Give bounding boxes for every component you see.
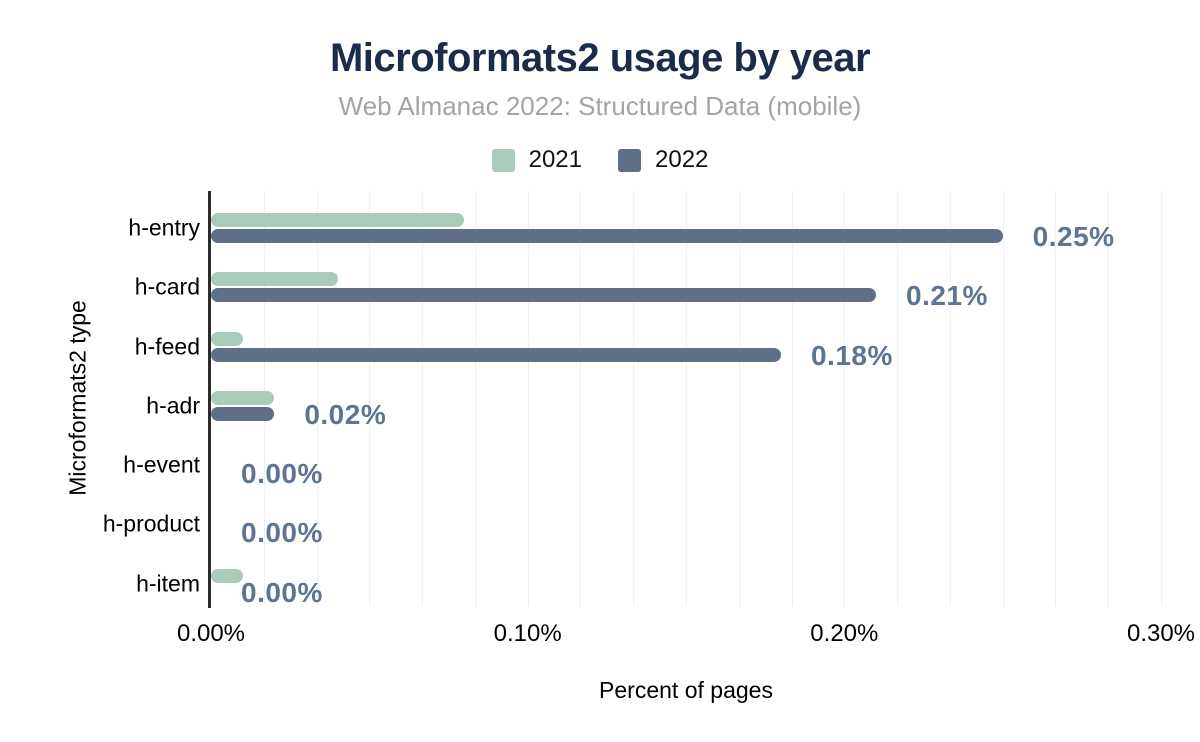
category-label-h-card: h-card bbox=[134, 273, 200, 300]
category-label-h-feed: h-feed bbox=[134, 333, 200, 360]
data-label-h-feed: 0.18% bbox=[811, 339, 893, 371]
gridline bbox=[1055, 191, 1057, 606]
gridline bbox=[738, 191, 740, 606]
data-label-h-card: 0.21% bbox=[906, 280, 988, 312]
gridline bbox=[844, 191, 846, 606]
bar-2022-h-card bbox=[211, 288, 876, 303]
gridline bbox=[897, 191, 899, 606]
legend-swatch-2021 bbox=[491, 148, 515, 172]
legend-label-2022: 2022 bbox=[655, 146, 709, 173]
data-label-h-product: 0.00% bbox=[241, 517, 323, 549]
bar-2021-h-card bbox=[211, 272, 338, 287]
chart-title: Microformats2 usage by year bbox=[329, 36, 871, 80]
bar-row-h-item: h-item 0.00% bbox=[136, 547, 1161, 608]
x-tick-0.10%: 0.10% bbox=[493, 620, 562, 647]
gridline bbox=[369, 191, 371, 606]
x-axis-title: Percent of pages bbox=[599, 677, 773, 703]
category-label-h-product: h-product bbox=[102, 510, 200, 537]
y-axis-line bbox=[208, 191, 211, 608]
bar-2021-h-adr bbox=[211, 390, 275, 405]
bar-2021-h-entry bbox=[211, 213, 465, 227]
y-axis-title: Microformats2 type bbox=[64, 300, 91, 496]
gridline bbox=[527, 191, 529, 606]
gridline bbox=[791, 191, 793, 606]
legend-swatch-2022 bbox=[618, 148, 641, 172]
bar-row-h-adr: h-adr 0.02% bbox=[146, 369, 1161, 430]
bar-row-h-event: h-event 0.00% bbox=[123, 428, 1161, 490]
bar-2021-h-feed bbox=[211, 331, 243, 346]
bar-2022-h-feed bbox=[211, 347, 781, 362]
x-tick-0.30%: 0.30% bbox=[1126, 620, 1196, 647]
gridline bbox=[474, 191, 476, 606]
category-label-h-item: h-item bbox=[136, 570, 200, 597]
category-label-h-adr: h-adr bbox=[146, 392, 200, 419]
bar-2022-h-adr bbox=[211, 406, 275, 421]
legend-item-2022: 2022 bbox=[618, 146, 708, 174]
data-label-h-adr: 0.02% bbox=[304, 398, 387, 430]
category-label-h-entry: h-entry bbox=[128, 214, 200, 241]
x-tick-0.00%: 0.00% bbox=[176, 620, 246, 647]
category-label-h-event: h-event bbox=[123, 451, 200, 478]
legend-label-2021: 2021 bbox=[528, 146, 582, 173]
data-label-h-item: 0.00% bbox=[241, 576, 323, 608]
x-tick-0.20%: 0.20% bbox=[810, 620, 879, 647]
gridline bbox=[1108, 191, 1110, 606]
legend: 2021 2022 bbox=[0, 146, 1200, 174]
bar-2022-h-entry bbox=[211, 229, 1003, 243]
gridline bbox=[422, 191, 424, 606]
gridline bbox=[316, 191, 318, 606]
gridline bbox=[949, 191, 951, 606]
bar-row-h-product: h-product 0.00% bbox=[103, 487, 1161, 549]
legend-item-2021: 2021 bbox=[491, 146, 582, 174]
gridline bbox=[1002, 191, 1004, 606]
gridline bbox=[580, 191, 582, 606]
data-label-h-entry: 0.25% bbox=[1032, 221, 1115, 252]
gridline bbox=[1161, 191, 1162, 606]
bar-2021-h-item bbox=[211, 568, 243, 583]
gridline bbox=[633, 191, 635, 606]
bar-row-h-feed: h-feed 0.18% bbox=[135, 310, 1161, 371]
plot-area: h-entry 0.25% h-card 0.21% h-feed 0.18% h-adr 0… bbox=[103, 191, 1195, 703]
bar-row-h-entry: h-entry 0.25% bbox=[128, 191, 1161, 252]
data-label-h-event: 0.00% bbox=[241, 458, 323, 490]
gridline bbox=[686, 191, 687, 606]
bar-row-h-card: h-card 0.21% bbox=[135, 250, 1161, 312]
chart-subtitle: Web Almanac 2022: Structured Data (mobil… bbox=[338, 91, 862, 121]
